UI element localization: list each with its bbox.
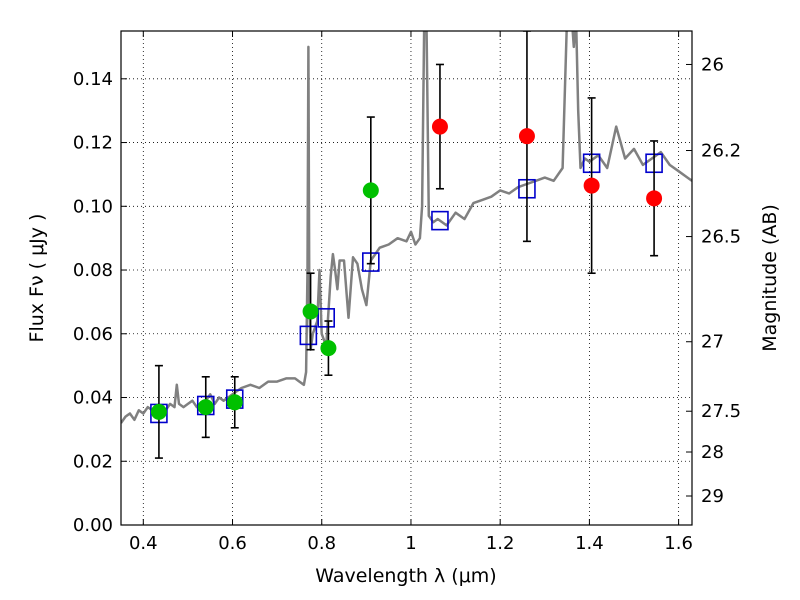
y-tick-label: 0.00: [73, 515, 113, 536]
observed-nir-point: [646, 190, 663, 207]
magnitude-tick-label: 29: [701, 486, 724, 507]
plot-content: [121, 31, 692, 459]
magnitude-tick-label: 26.5: [701, 227, 741, 248]
magnitude-tick-label: 27: [701, 332, 724, 353]
magnitude-tick-label: 26.2: [701, 141, 741, 162]
observed-optical-point: [302, 303, 319, 320]
y-tick-label: 0.02: [73, 451, 113, 472]
y-tick-label: 0.08: [73, 260, 113, 281]
observed-optical-point: [226, 394, 243, 411]
x-tick-label: 1: [405, 533, 416, 554]
observed-nir-point: [583, 177, 600, 194]
x-tick-label: 0.8: [307, 533, 336, 554]
y-axis-label-right: Magnitude (AB): [759, 204, 781, 352]
x-tick-label: 1.6: [664, 533, 693, 554]
observed-optical-point: [197, 399, 214, 416]
model-photometry-square: [317, 308, 336, 328]
plot-area: [121, 31, 692, 526]
y-tick-label: 0.10: [73, 196, 113, 217]
y-axis-right: 26 26.2 26.5 27 27.5 28 29: [686, 54, 741, 507]
y-tick-label: 0.04: [73, 388, 113, 409]
x-axis-label: Wavelength λ (μm): [315, 565, 496, 587]
x-tick-label: 0.6: [218, 533, 247, 554]
y-tick-label: 0.14: [73, 69, 113, 90]
observed-optical-point: [150, 403, 167, 420]
model-photometry-square: [431, 210, 449, 231]
magnitude-tick-label: 27.5: [701, 401, 741, 422]
x-tick-label: 0.4: [129, 533, 158, 554]
model-photometry-square: [299, 325, 318, 346]
plot-frame: [120, 30, 693, 526]
observed-nir-point: [518, 128, 535, 145]
observed-nir-point: [431, 118, 448, 135]
magnitude-tick-label: 28: [701, 442, 724, 463]
y-tick-label: 0.06: [73, 324, 113, 345]
magnitude-tick-label: 26: [701, 54, 724, 75]
observed-optical-point: [320, 340, 337, 357]
spectrum-line: [121, 31, 692, 424]
y-tick-label: 0.12: [73, 133, 113, 154]
y-axis-left: 0.00 0.02 0.04 0.06 0.08 0.10 0.12 0.14: [73, 69, 127, 536]
x-axis: 0.4 0.6 0.8 1 1.2 1.4 1.6: [129, 31, 693, 554]
x-tick-label: 1.2: [486, 533, 515, 554]
observed-optical-point: [362, 182, 379, 199]
x-tick-label: 1.4: [575, 533, 604, 554]
y-axis-label-left: Flux Fν ( μJy ): [26, 214, 48, 343]
